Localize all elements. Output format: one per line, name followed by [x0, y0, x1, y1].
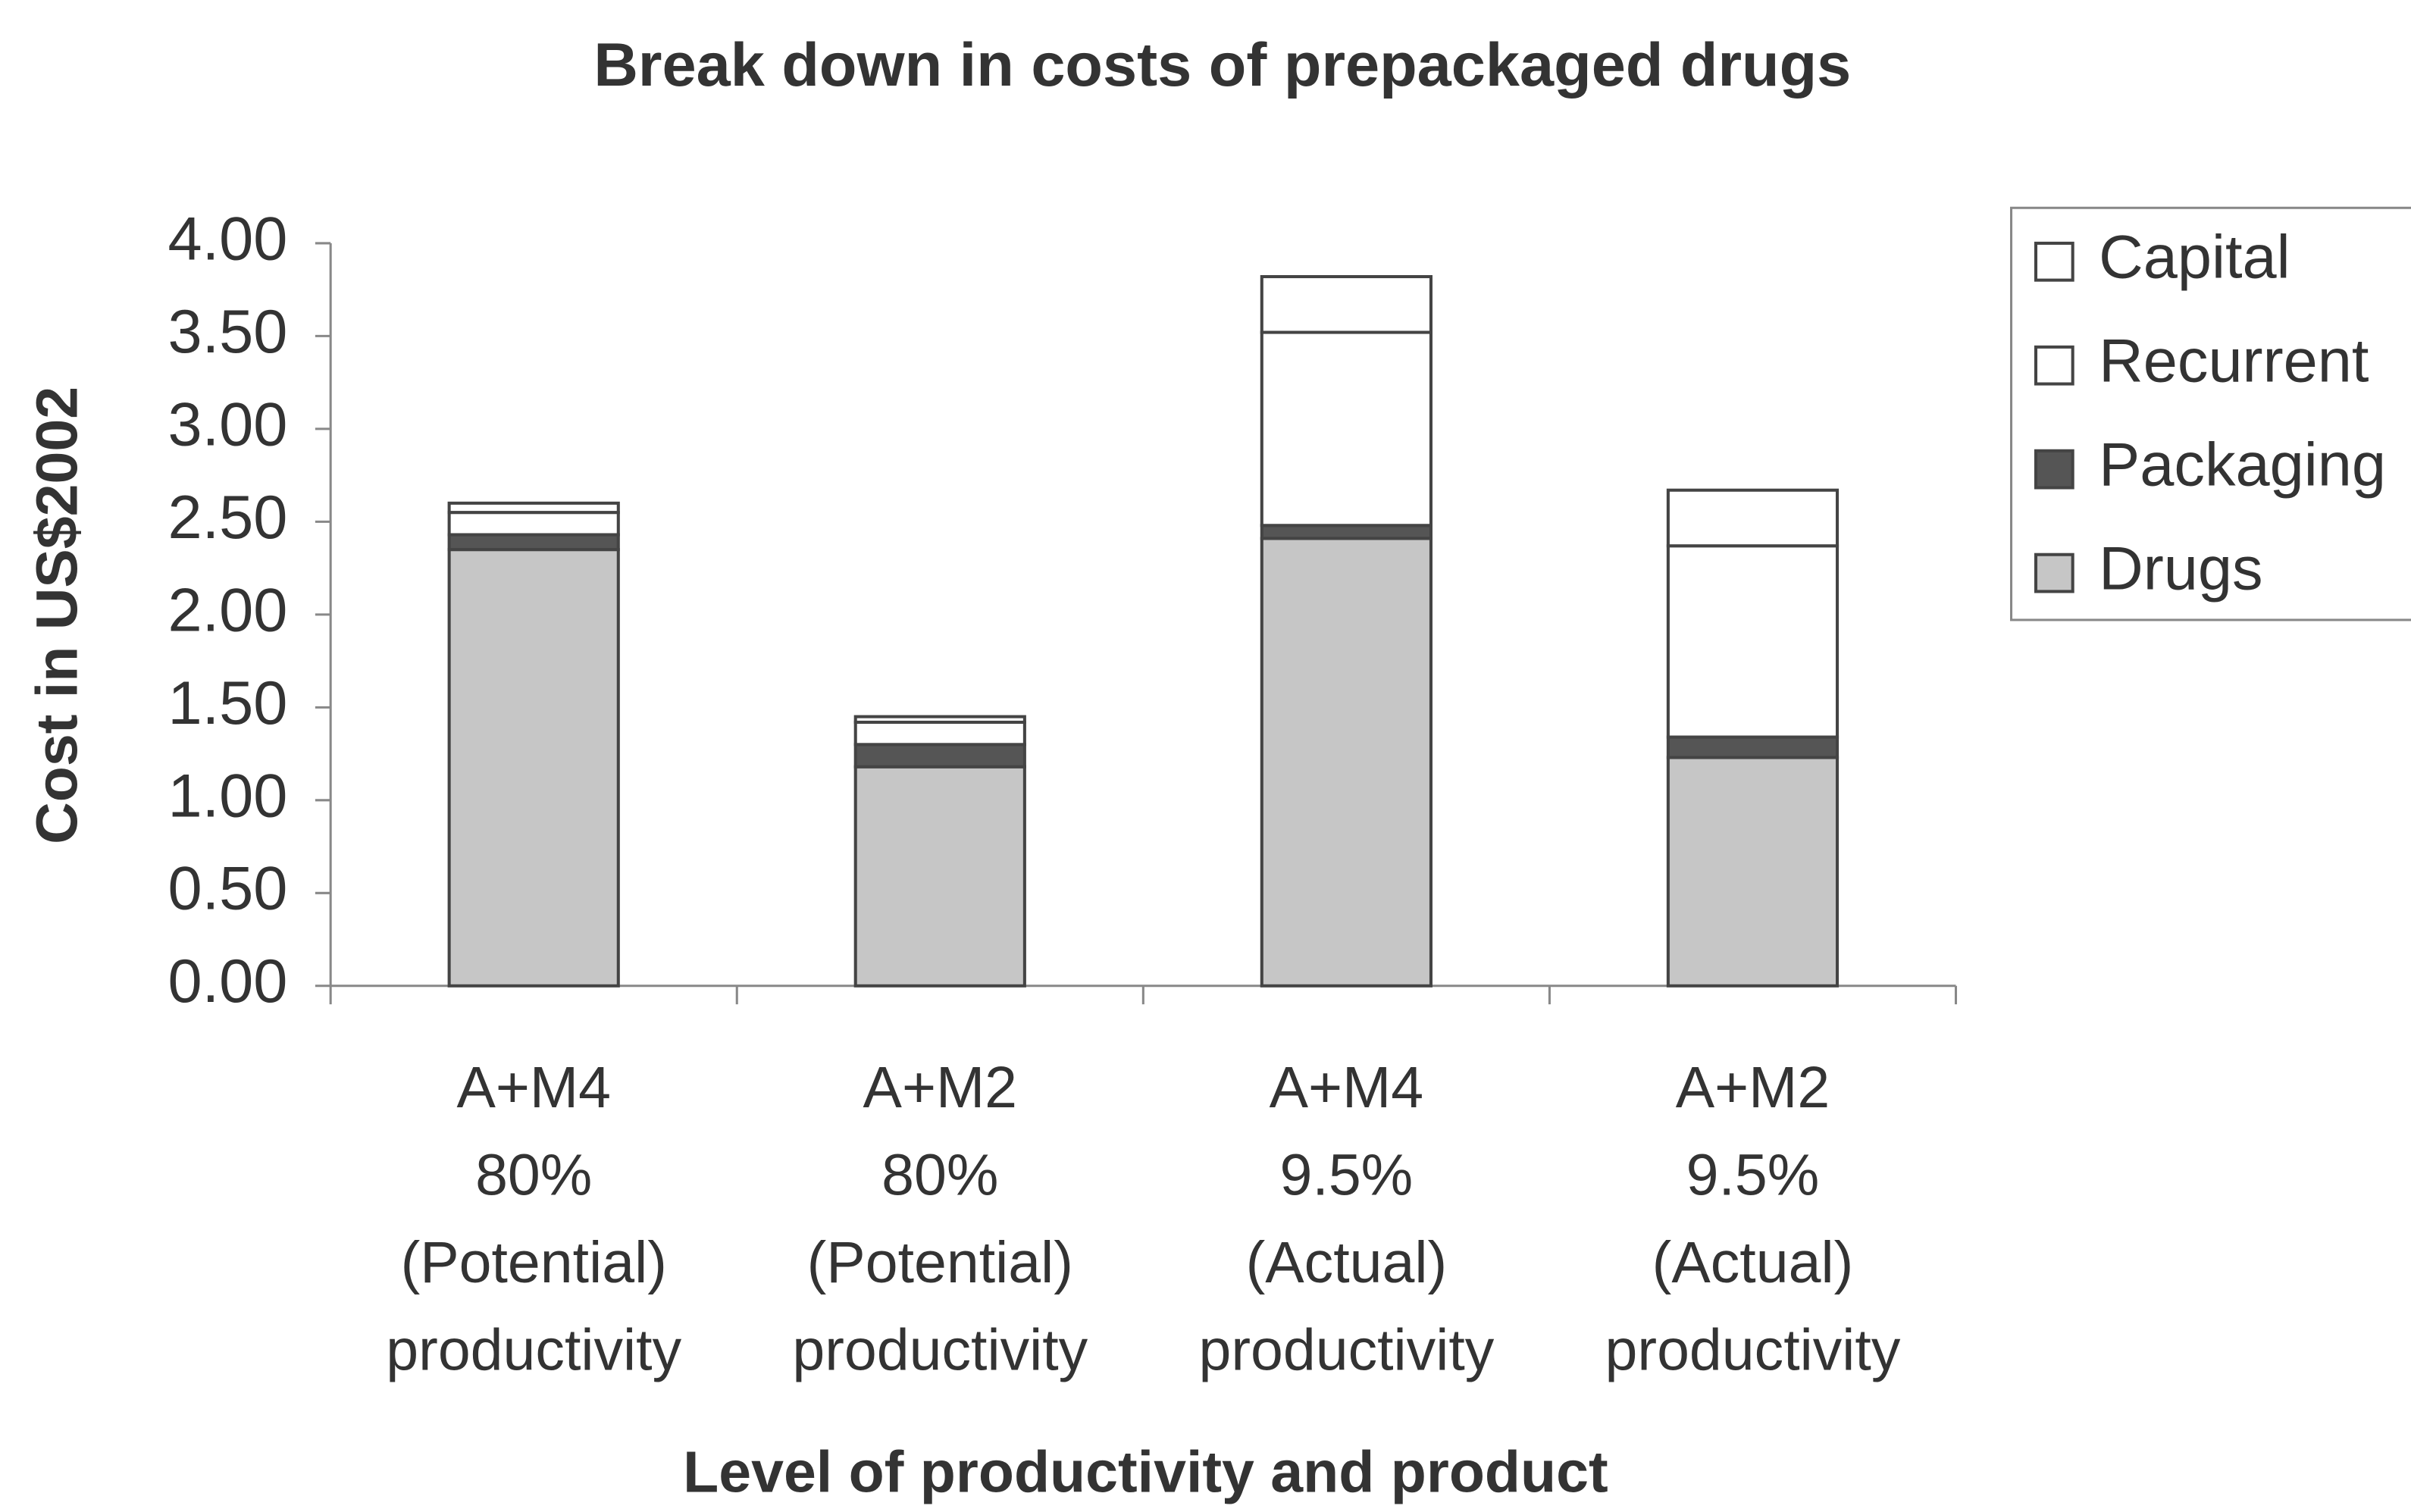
bar-segment [853, 715, 1026, 724]
x-axis-label: Level of productivity and product [683, 1439, 1608, 1504]
legend-label: Capital [2099, 224, 2290, 292]
y-tick-label: 1.00 [168, 762, 287, 830]
bar-segment [1666, 544, 1840, 739]
bar-segment [447, 548, 620, 988]
legend-label: Recurrent [2099, 327, 2369, 396]
bar-segment [853, 720, 1026, 747]
x-tick-label: A+M4 9.5% (Actual) productivity [1198, 1055, 1494, 1383]
bar-segment [1666, 488, 1840, 548]
x-tick-label: A+M2 80% (Potential) productivity [792, 1055, 1088, 1383]
y-tick-label: 1.50 [168, 669, 287, 737]
bar-segment [447, 511, 620, 537]
bar-segment [853, 765, 1026, 988]
bar-segment [447, 501, 620, 515]
bar-segment [1666, 735, 1840, 759]
y-tick-label: 0.00 [168, 947, 287, 1016]
legend-swatch [2034, 345, 2074, 386]
y-tick-label: 0.50 [168, 855, 287, 923]
x-tick-label: A+M2 9.5% (Actual) productivity [1605, 1055, 1901, 1383]
legend-label: Packaging [2099, 431, 2386, 499]
legend-label: Drugs [2099, 535, 2262, 603]
bar-segment [1666, 756, 1840, 988]
legend-swatch [2034, 553, 2074, 593]
y-axis-label: Cost in US$2002 [25, 387, 90, 844]
bar-segment [1260, 537, 1433, 988]
y-tick-label: 2.00 [168, 576, 287, 644]
legend-swatch [2034, 241, 2074, 282]
bar-segment [853, 743, 1026, 769]
legend-box [2010, 206, 2411, 621]
y-tick-label: 2.50 [168, 484, 287, 552]
legend-swatch [2034, 449, 2074, 490]
y-tick-label: 4.00 [168, 205, 287, 273]
chart-title: Break down in costs of prepackaged drugs [593, 31, 1851, 99]
bar-segment [447, 533, 620, 552]
bar-segment [1260, 274, 1433, 334]
y-tick-label: 3.50 [168, 298, 287, 366]
y-tick-label: 3.00 [168, 390, 287, 459]
x-tick-label: A+M4 80% (Potential) productivity [386, 1055, 681, 1383]
bar-segment [1260, 524, 1433, 540]
bar-segment [1260, 330, 1433, 527]
